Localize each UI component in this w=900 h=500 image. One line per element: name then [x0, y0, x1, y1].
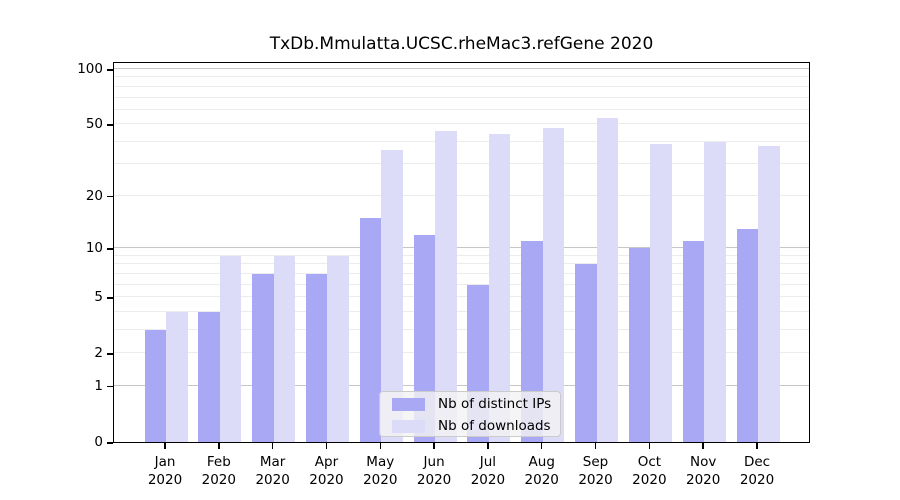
bar-downloads-mar: [273, 255, 296, 442]
gridline-minor: [114, 283, 809, 285]
gridline-minor: [114, 123, 809, 125]
bar-distinct-ips-apr: [305, 273, 328, 442]
legend-swatch-distinct-ips: [392, 397, 425, 411]
gridline-minor: [114, 254, 809, 256]
legend-entry-distinct-ips: Nb of distinct IPs: [380, 394, 560, 414]
bar-distinct-ips-may: [359, 217, 382, 442]
x-tick-label-feb: Feb 2020: [201, 454, 236, 488]
bar-downloads-feb: [219, 255, 242, 442]
y-tick: [107, 353, 113, 355]
y-tick: [107, 297, 113, 299]
gridline-major: [114, 384, 809, 386]
gridline-major: [114, 68, 809, 70]
y-tick-label: 5: [94, 289, 103, 306]
x-tick: [164, 443, 166, 449]
gridline-major: [114, 247, 809, 249]
bar-distinct-ips-jan: [144, 330, 166, 442]
x-tick-label-may: May 2020: [363, 454, 398, 488]
bar-downloads-apr: [327, 255, 349, 442]
bar-distinct-ips-sep: [575, 264, 597, 442]
x-tick-label-aug: Aug 2020: [524, 454, 559, 488]
y-tick: [107, 124, 113, 126]
y-tick-label: 50: [85, 116, 103, 133]
x-tick-label-jul: Jul 2020: [470, 454, 506, 488]
y-tick: [107, 69, 113, 71]
x-tick: [271, 443, 274, 449]
x-tick: [702, 443, 704, 449]
x-tick: [487, 443, 489, 449]
gridline-minor: [114, 194, 809, 196]
y-tick: [107, 385, 113, 388]
gridline-minor: [114, 310, 809, 312]
gridline-minor: [114, 163, 809, 165]
x-tick-label-jan: Jan 2020: [147, 454, 183, 488]
plot-area: [113, 62, 810, 443]
legend-entry-downloads: Nb of downloads: [380, 416, 560, 436]
x-tick: [379, 443, 382, 449]
gridline-minor: [114, 328, 809, 330]
bar-distinct-ips-oct: [628, 248, 651, 442]
legend: Nb of distinct IPs Nb of downloads: [379, 391, 561, 437]
bar-downloads-sep: [596, 118, 619, 442]
x-tick-label-dec: Dec 2020: [739, 454, 775, 488]
y-tick: [107, 248, 113, 250]
y-tick-label: 10: [85, 240, 103, 257]
y-tick-label: 0: [94, 434, 103, 450]
y-tick: [107, 195, 113, 198]
x-tick-label-oct: Oct 2020: [632, 454, 667, 488]
legend-label-distinct-ips: Nb of distinct IPs: [438, 396, 552, 412]
bar-distinct-ips-dec: [736, 228, 758, 442]
bar-downloads-aug: [542, 127, 565, 442]
gridline-minor: [114, 96, 809, 98]
x-tick-label-sep: Sep 2020: [578, 454, 613, 488]
gridline-minor: [114, 296, 809, 298]
y-tick: [107, 442, 113, 444]
x-tick: [648, 443, 651, 449]
x-tick: [218, 443, 220, 449]
bar-distinct-ips-mar: [252, 273, 274, 442]
y-tick-label: 1: [94, 377, 103, 394]
x-tick-label-jun: Jun 2020: [416, 454, 452, 488]
x-tick-label-nov: Nov 2020: [685, 454, 721, 488]
bar-downloads-may: [381, 150, 403, 442]
gridline-minor: [114, 140, 809, 142]
bar-distinct-ips-nov: [682, 241, 705, 442]
bar-downloads-jul: [488, 134, 511, 442]
y-tick-label: 2: [94, 345, 103, 362]
chart-title: TxDb.Mmulatta.UCSC.rheMac3.refGene 2020: [269, 34, 654, 54]
gridline-minor: [114, 272, 809, 274]
gridline-minor: [114, 352, 809, 354]
x-tick: [756, 443, 758, 449]
y-tick-label: 20: [85, 187, 103, 204]
x-tick: [594, 443, 597, 449]
gridline-minor: [114, 263, 809, 265]
legend-swatch-downloads: [392, 419, 425, 433]
bar-downloads-jan: [166, 311, 188, 442]
gridline-minor: [114, 108, 809, 110]
x-tick: [433, 443, 435, 449]
bar-distinct-ips-feb: [198, 311, 220, 442]
gridline-minor: [114, 85, 809, 87]
legend-label-downloads: Nb of downloads: [438, 418, 551, 434]
y-tick-label: 100: [77, 61, 103, 77]
gridline-minor: [114, 76, 809, 78]
bar-downloads-jun: [435, 130, 457, 442]
bar-downloads-oct: [650, 143, 672, 442]
bar-distinct-ips-jun: [413, 234, 436, 442]
x-tick: [325, 443, 328, 449]
x-tick-label-mar: Mar 2020: [255, 454, 290, 488]
bar-downloads-nov: [704, 141, 726, 442]
bar-downloads-dec: [758, 145, 780, 442]
x-tick-label-apr: Apr 2020: [309, 454, 344, 488]
x-tick: [540, 443, 543, 449]
